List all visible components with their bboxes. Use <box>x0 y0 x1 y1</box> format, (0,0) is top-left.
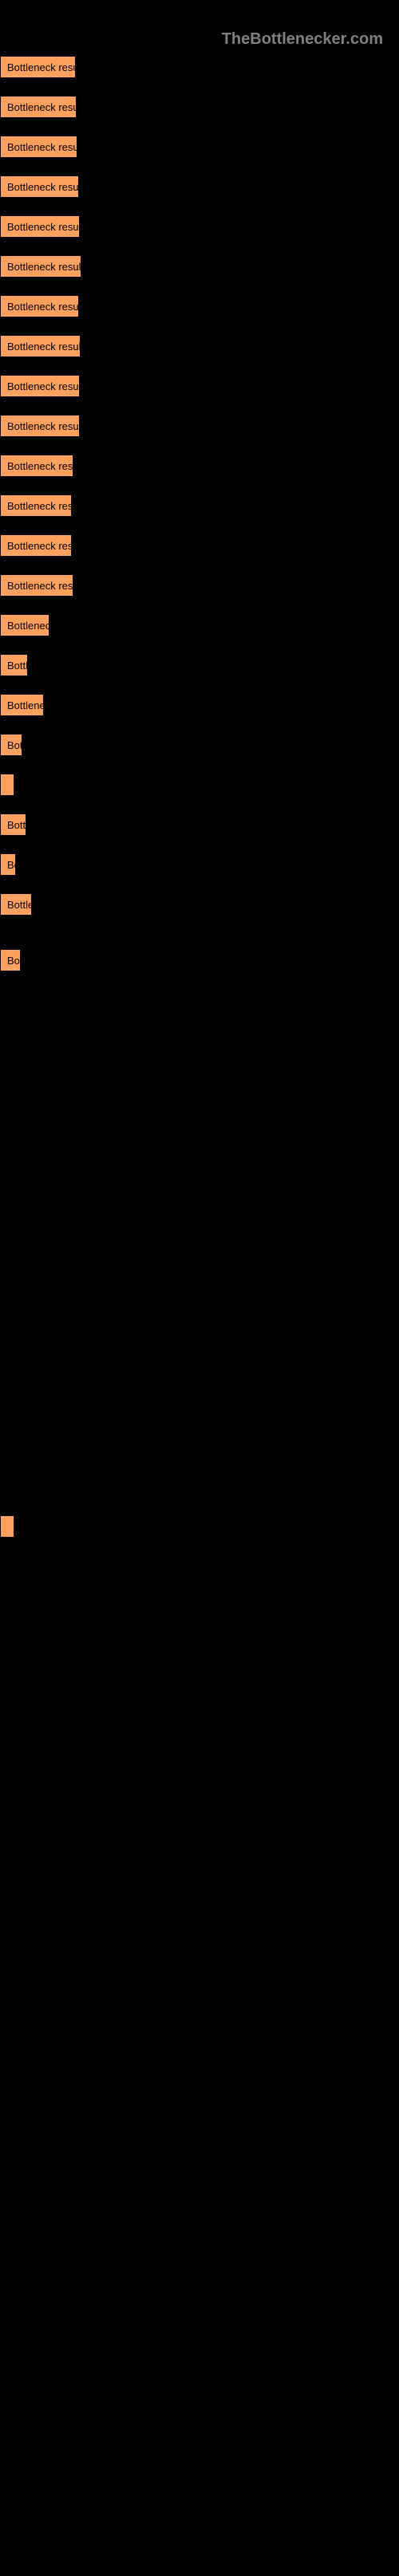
chart-bar: Bottleneck result <box>0 215 80 238</box>
chart-bar <box>0 1515 14 1538</box>
chart-bar: Bottleneck result <box>0 96 77 118</box>
chart-bar: Bottler <box>0 893 32 916</box>
chart-bar: Bottleneck resu <box>0 494 72 517</box>
chart-bar: Bottlenec <box>0 694 44 716</box>
chart-bar: Bottleneck result <box>0 255 81 278</box>
chart-bar: Bottleneck result <box>0 415 80 437</box>
chart-bar: Bottle <box>0 654 28 676</box>
chart-bar: Bottl <box>0 813 26 836</box>
chart-bar: Bo <box>0 853 16 876</box>
chart-bar: Bottleneck resul <box>0 455 73 477</box>
chart-bar <box>0 774 14 796</box>
chart-bar: Bottleneck result <box>0 136 77 158</box>
chart-bar: Bottleneck result <box>0 56 76 78</box>
chart-bar: Bottleneck result <box>0 295 79 317</box>
chart-bar: Bottleneck result <box>0 175 79 198</box>
chart-bar: Bottleneck <box>0 614 49 636</box>
chart-bar: Bott <box>0 734 22 756</box>
chart-bar: Bottleneck result <box>0 335 81 357</box>
site-title: TheBottlenecker.com <box>222 30 383 49</box>
chart-bar: Bottleneck result <box>0 375 80 397</box>
chart-bar: Bot <box>0 949 21 971</box>
chart-bar: Bottleneck resu <box>0 534 72 557</box>
chart-bar: Bottleneck resu <box>0 574 73 597</box>
